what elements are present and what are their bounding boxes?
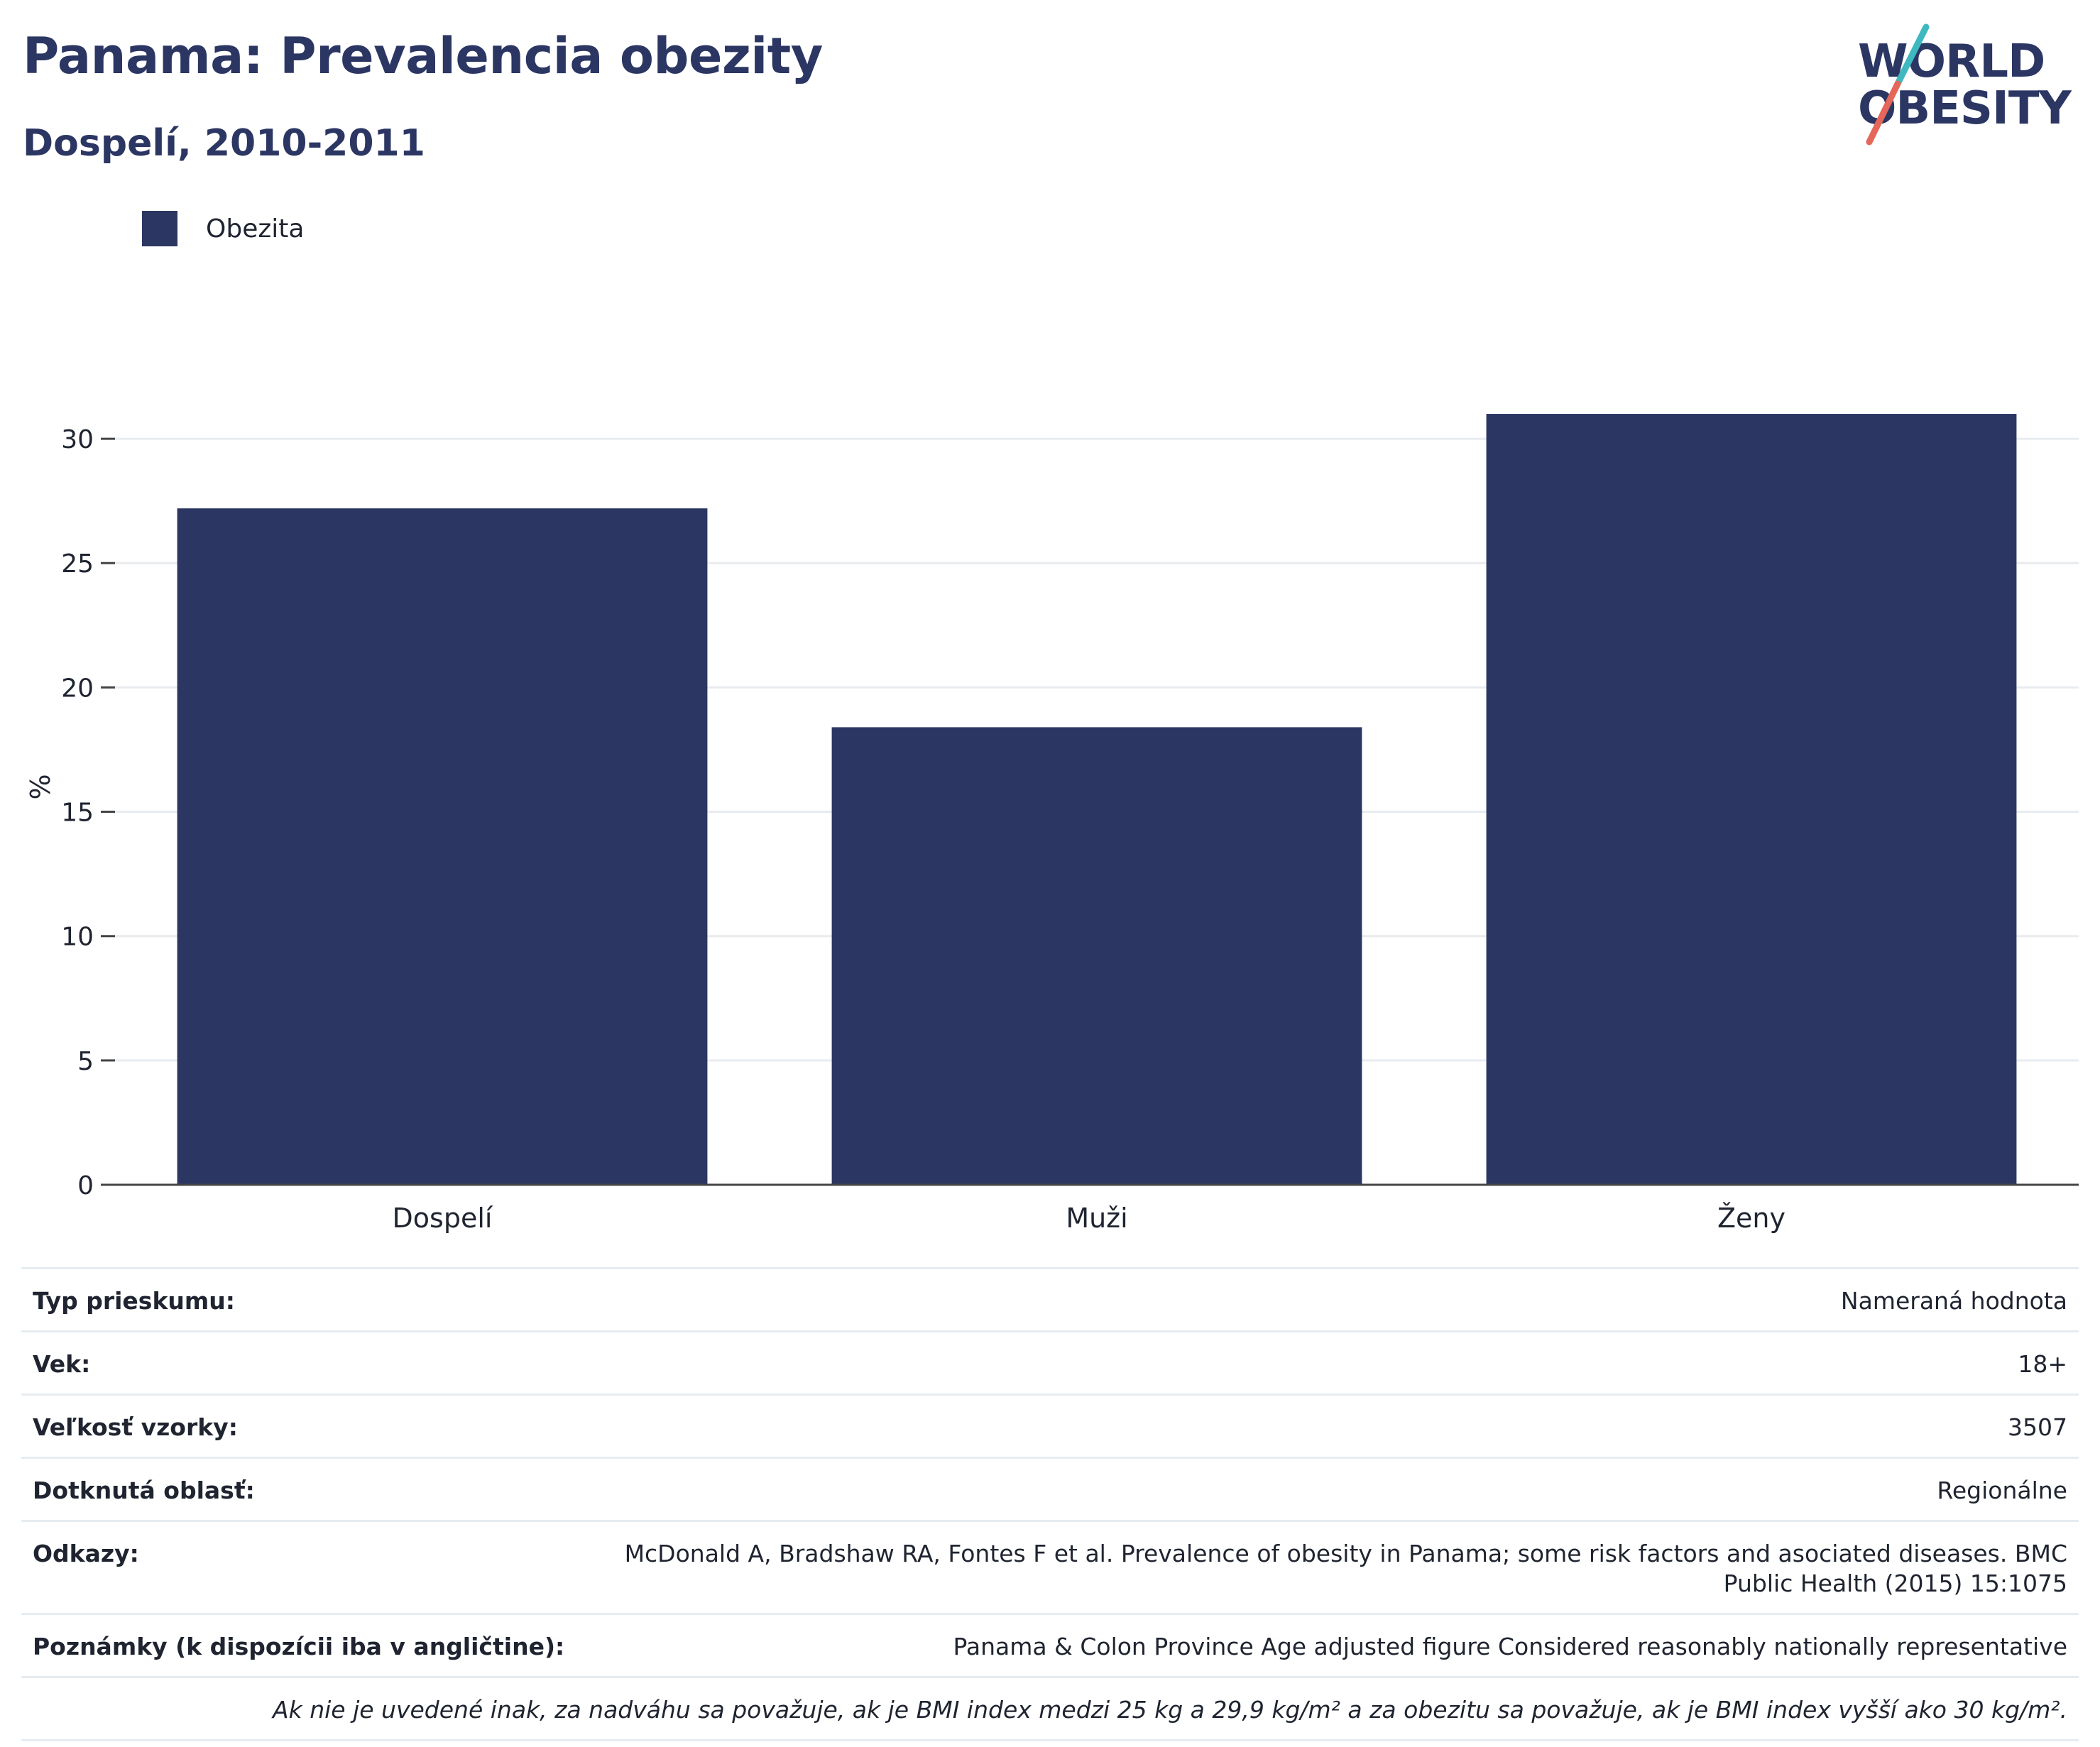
bar-3 [1486, 414, 2017, 1185]
info-value: Nameraná hodnota [576, 1267, 2079, 1332]
chart-legend: Obezita [142, 211, 304, 246]
info-row: Dotknutá oblasť: Regionálne [21, 1457, 2079, 1521]
y-tick-label: 25 [61, 549, 94, 579]
info-label: Typ prieskumu: [21, 1267, 576, 1332]
y-tick-label: 20 [61, 674, 94, 703]
info-row: Vek: 18+ [21, 1330, 2079, 1395]
chart-title: Panama: Prevalencia obezity [23, 27, 823, 85]
y-tick-label: 5 [77, 1047, 94, 1076]
y-axis-title: % [25, 774, 56, 799]
survey-info-table: Typ prieskumu: Nameraná hodnota Vek: 18+ Veľ… [21, 1267, 2079, 1741]
bar-1 [177, 508, 708, 1185]
x-tick-label: Muži [1066, 1203, 1127, 1234]
info-label: Odkazy: [21, 1520, 576, 1614]
legend-label: Obezita [206, 214, 305, 243]
chart-subtitle: Dospelí, 2010-2011 [23, 122, 425, 165]
y-tick-label: 30 [61, 425, 94, 454]
bar-2 [831, 727, 1362, 1185]
y-tick-label: 0 [77, 1171, 94, 1200]
info-value: 3507 [576, 1393, 2079, 1458]
world-obesity-logo: WORLD OBESITY [1849, 20, 2084, 148]
legend-swatch [142, 211, 177, 246]
x-tick-label: Dospelí [393, 1203, 493, 1234]
info-value: 18+ [576, 1330, 2079, 1395]
info-value: McDonald A, Bradshaw RA, Fontes F et al.… [576, 1520, 2079, 1614]
info-row: Typ prieskumu: Nameraná hodnota [21, 1267, 2079, 1332]
logo-slash-icon [1866, 23, 1930, 146]
info-value: Panama & Colon Province Age adjusted fig… [576, 1613, 2079, 1677]
y-tick-label: 15 [61, 799, 94, 828]
y-tick-label: 10 [61, 923, 94, 952]
info-label: Veľkosť vzorky: [21, 1393, 576, 1458]
info-value: Regionálne [576, 1457, 2079, 1521]
info-row: Veľkosť vzorky: 3507 [21, 1393, 2079, 1458]
logo-word-world: WORLD [1858, 35, 2045, 88]
info-label: Poznámky (k dispozícii iba v angličtine)… [21, 1613, 576, 1677]
footnote: Ak nie je uvedené inak, za nadváhu sa po… [21, 1676, 2079, 1741]
info-row: Odkazy: McDonald A, Bradshaw RA, Fontes F… [21, 1520, 2079, 1614]
info-label: Vek: [21, 1330, 576, 1395]
bar-chart: 0 5 10 15 20 25 30% Dospelí Muži Ženy [25, 414, 2079, 1234]
x-tick-label: Ženy [1717, 1203, 1785, 1234]
info-label: Dotknutá oblasť: [21, 1457, 576, 1521]
info-row: Poznámky (k dispozícii iba v angličtine)… [21, 1613, 2079, 1677]
footnote-row: Ak nie je uvedené inak, za nadváhu sa po… [21, 1676, 2079, 1741]
